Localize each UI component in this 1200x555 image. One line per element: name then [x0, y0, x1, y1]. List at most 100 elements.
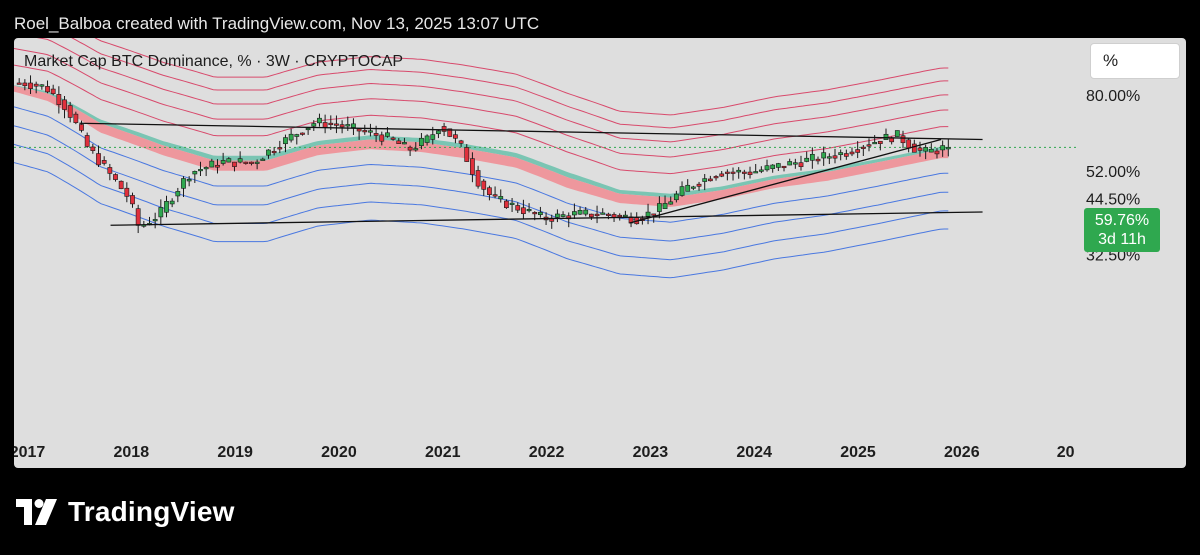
candle-body: [305, 127, 311, 131]
candle-body: [736, 169, 742, 173]
candle-body: [623, 214, 628, 217]
candle-body: [294, 134, 300, 137]
candle-body: [821, 152, 827, 159]
candle-body: [317, 117, 322, 124]
lower-band-line: [14, 162, 949, 279]
candle-body: [798, 162, 804, 168]
candle-body: [373, 133, 379, 136]
candle-body: [186, 179, 192, 182]
candle-body: [402, 142, 407, 145]
candle-body: [254, 161, 260, 164]
candle-body: [770, 164, 776, 169]
candle-body: [741, 171, 747, 174]
candle-body: [260, 158, 266, 161]
candle-body: [838, 152, 844, 155]
candle-body: [911, 143, 917, 153]
candle-body: [390, 137, 396, 140]
candle-body: [266, 149, 271, 156]
x-tick-label: 2020: [321, 444, 357, 461]
candle-body: [832, 155, 838, 159]
candle-body: [662, 203, 668, 209]
candle-body: [487, 187, 492, 196]
last-price-value: 59.76%: [1094, 212, 1150, 229]
candle-body: [719, 173, 725, 177]
candle-body: [22, 82, 28, 87]
price-chart[interactable]: 80.00%52.00%44.50%38.50%32.50%2017201820…: [14, 38, 1186, 468]
candle-body: [198, 169, 203, 172]
candle-body: [826, 156, 832, 159]
candle-body: [215, 164, 220, 168]
candle-body: [792, 162, 798, 165]
candle-body: [498, 196, 504, 200]
candle-body: [232, 161, 237, 167]
lower-band-line: [14, 143, 949, 261]
candle-body: [707, 178, 713, 182]
candle-body: [203, 167, 209, 170]
candle-body: [152, 219, 158, 222]
y-tick-label: 44.50%: [1086, 192, 1140, 209]
chart-title: Market Cap BTC Dominance, % · 3W · CRYPT…: [24, 53, 404, 70]
candle-body: [96, 153, 101, 166]
ribbon-lower-band: [14, 85, 949, 207]
candle-body: [690, 186, 696, 189]
candle-body: [39, 84, 45, 87]
candle-body: [334, 123, 339, 126]
candle-body: [696, 183, 702, 187]
x-tick-label: 2022: [529, 444, 565, 461]
tradingview-brand[interactable]: TradingView: [16, 496, 235, 528]
candle-body: [385, 132, 390, 137]
last-price-tag: 59.76% 3d 11h: [1084, 208, 1160, 252]
candle-body: [220, 160, 226, 164]
candle-body: [79, 124, 84, 131]
candle-body: [781, 165, 787, 169]
x-tick-label: 2018: [114, 444, 150, 461]
candle-body: [407, 146, 413, 151]
candle-body: [424, 135, 430, 143]
candle-body: [940, 145, 946, 151]
candle-body: [589, 213, 594, 218]
candle-body: [90, 146, 96, 151]
candle-body: [379, 134, 385, 142]
candle-body: [356, 128, 362, 132]
candle-body: [645, 211, 651, 217]
scale-mode-button[interactable]: %: [1090, 43, 1180, 79]
x-tick-label: 2017: [14, 444, 45, 461]
candle-body: [724, 171, 730, 174]
candle-body: [243, 161, 249, 164]
candle-body: [158, 207, 164, 218]
candle-body: [475, 170, 481, 187]
x-tick-label: 2023: [633, 444, 669, 461]
candle-body: [917, 147, 923, 151]
candle-body: [413, 148, 419, 151]
candle-body: [464, 147, 470, 162]
candle-body: [175, 191, 181, 197]
candle-body: [804, 157, 810, 162]
candle-body: [328, 122, 334, 125]
attribution-header: Roel_Balboa created with TradingView.com…: [14, 14, 540, 33]
candle-body: [226, 158, 232, 163]
candle-body: [50, 88, 56, 95]
candle-body: [345, 124, 351, 127]
candle-body: [515, 205, 521, 211]
candle-body: [28, 82, 33, 89]
candle-body: [368, 130, 373, 133]
tradingview-logo-icon: [16, 499, 57, 525]
candle-body: [555, 213, 560, 218]
candle-body: [322, 122, 328, 128]
candle-body: [311, 123, 317, 127]
trendline-1: [79, 122, 983, 141]
candle-body: [843, 153, 849, 157]
x-tick-label: 2019: [217, 444, 253, 461]
candle-body: [730, 171, 736, 174]
candle-body: [470, 158, 475, 175]
candle-body: [713, 176, 719, 179]
candle-body: [617, 214, 623, 218]
candle-body: [16, 82, 22, 85]
x-tick-label: 2026: [944, 444, 980, 461]
candle-body: [894, 130, 900, 137]
candle-body: [33, 83, 39, 87]
candle-body: [668, 201, 674, 205]
chart-panel[interactable]: 80.00%52.00%44.50%38.50%32.50%2017201820…: [14, 38, 1186, 468]
candle-body: [656, 203, 662, 212]
candle-body: [271, 150, 277, 154]
